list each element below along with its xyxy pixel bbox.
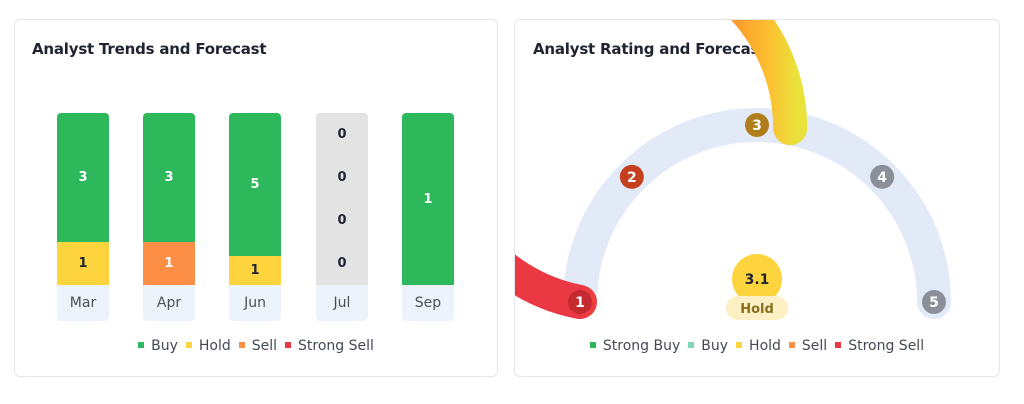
rating-legend-buy[interactable]: Buy: [688, 338, 728, 354]
gauge-stop-marker: [745, 113, 769, 137]
gauge-value-pill: [726, 296, 788, 320]
bar-segment-buy-sep[interactable]: 1: [402, 113, 454, 285]
bar-label-buy-jul: 0: [337, 127, 347, 142]
legend-swatch: [138, 342, 145, 348]
gauge-value-text: 3.1: [745, 272, 770, 288]
legend-label: Buy: [151, 338, 178, 354]
legend-label: Sell: [251, 338, 278, 354]
rating-gauge: 1 2 3 4 5 3.1 Hold: [515, 20, 951, 320]
rating-legend-sell[interactable]: Sell: [788, 338, 828, 354]
gauge-stop-label: 1: [575, 295, 585, 311]
bar-segment-buy-mar[interactable]: 3: [57, 113, 109, 242]
bar-segment-hold-jun[interactable]: 1: [229, 256, 281, 285]
gauge-stop-1: 1: [568, 290, 592, 314]
analyst-rating-card: Analyst Rating and Forecast i 1 2 3 4 5 3.1 Hol…: [514, 19, 1000, 377]
month-label-jun: Jun: [229, 285, 281, 321]
bar-label-sell-jul: 0: [337, 213, 347, 228]
gauge-stop-3: 3: [745, 113, 769, 137]
trends-legend-hold[interactable]: Hold: [185, 338, 231, 354]
gauge-stop-5: 5: [922, 290, 946, 314]
bar-label-hold-jul: 0: [337, 170, 347, 185]
bar-segment-buy-jun[interactable]: 5: [229, 113, 281, 257]
bar-segment-hold-mar[interactable]: 1: [57, 242, 109, 285]
legend-swatch: [688, 342, 695, 348]
bar-empty-jul: 0 0 0 0: [316, 113, 368, 285]
legend-swatch: [238, 342, 245, 348]
bar-segment-sell-apr[interactable]: 1: [143, 242, 195, 285]
rating-legend-strong-buy[interactable]: Strong Buy: [589, 338, 681, 354]
analyst-trends-card: Analyst Trends and Forecast 3 1 Mar 3 1 Apr 5 1…: [14, 19, 498, 377]
gauge-value-circle: [732, 254, 782, 304]
legend-label: Sell: [801, 338, 828, 354]
legend-swatch: [835, 342, 842, 348]
month-label-sep: Sep: [402, 285, 454, 321]
bar-segment-buy-apr[interactable]: 3: [143, 113, 195, 242]
legend-label: Strong Buy: [602, 338, 681, 354]
analyst-rating-title: Analyst Rating and Forecast: [533, 40, 767, 58]
gauge-stop-4: 4: [870, 164, 895, 189]
gauge-stop-label: 5: [929, 295, 939, 311]
gauge-stop-2: 2: [619, 164, 644, 189]
rating-legend-hold[interactable]: Hold: [736, 338, 781, 354]
gauge-stop-marker: [568, 290, 592, 314]
gauge-stop-marker: [619, 164, 644, 189]
rating-legend-strong-sell[interactable]: Strong Sell: [835, 338, 924, 354]
gauge-stop-label: 2: [627, 170, 637, 186]
legend-swatch: [285, 342, 292, 348]
gauge-stop-label: 4: [877, 170, 887, 186]
month-label-apr: Apr: [143, 285, 195, 321]
gauge-stop-marker: [870, 164, 895, 189]
legend-label: Strong Sell: [848, 338, 925, 354]
rating-legend: Strong Buy Buy Hold Sell Strong Sell: [515, 338, 999, 354]
gauge-stop-label: 3: [752, 118, 762, 134]
trends-legend-sell[interactable]: Sell: [238, 338, 278, 354]
gauge-value-indicator: 3.1 Hold: [726, 254, 788, 320]
trends-legend-strong-sell[interactable]: Strong Sell: [285, 338, 374, 354]
legend-swatch: [589, 342, 596, 348]
trends-legend: Buy Hold Sell Strong Sell: [15, 338, 497, 354]
legend-label: Buy: [701, 338, 729, 354]
legend-swatch: [736, 342, 743, 348]
gauge-stop-marker: [922, 290, 946, 314]
analyst-trends-title: Analyst Trends and Forecast: [32, 40, 267, 58]
month-label-mar: Mar: [57, 285, 109, 321]
trends-legend-buy[interactable]: Buy: [138, 338, 178, 354]
legend-swatch: [788, 342, 795, 348]
legend-label: Hold: [749, 338, 781, 354]
legend-swatch: [185, 342, 192, 348]
legend-label: Strong Sell: [298, 338, 374, 354]
month-label-jul: Jul: [316, 285, 368, 321]
bar-label-strong-sell-jul: 0: [337, 256, 347, 271]
legend-label: Hold: [198, 338, 231, 354]
gauge-value-label: Hold: [740, 302, 774, 317]
